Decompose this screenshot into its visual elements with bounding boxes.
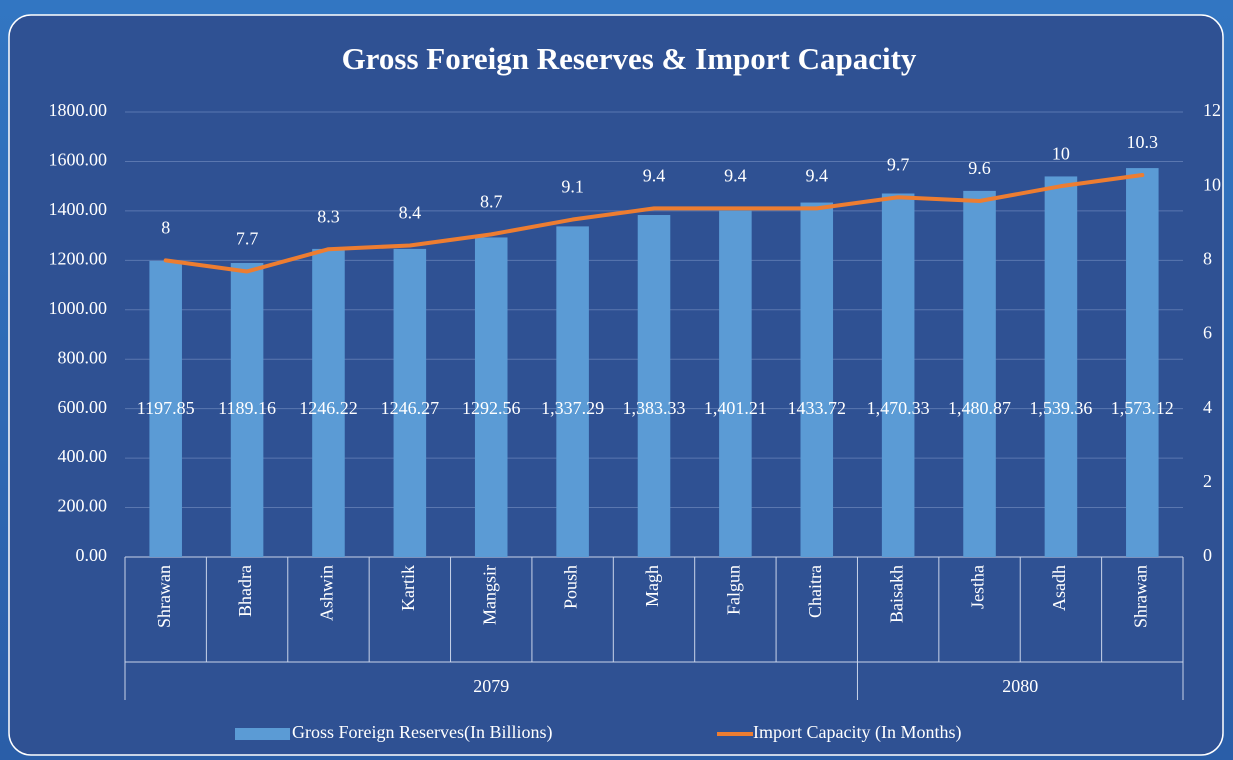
line-value-label: 10.3 bbox=[1127, 132, 1159, 152]
x-tick-label: Asadh bbox=[1049, 565, 1069, 611]
bar-value-label: 1,383.33 bbox=[623, 398, 686, 418]
group-label: 2079 bbox=[473, 676, 509, 696]
y2-tick-label: 0 bbox=[1203, 545, 1212, 565]
bar bbox=[474, 237, 508, 557]
line-value-label: 8 bbox=[161, 217, 170, 237]
legend-label: Import Capacity (In Months) bbox=[753, 722, 961, 743]
bar bbox=[1044, 176, 1078, 557]
y2-tick-label: 12 bbox=[1203, 100, 1221, 120]
line-value-label: 9.1 bbox=[561, 177, 584, 197]
bar bbox=[230, 263, 264, 557]
y-tick-label: 1800.00 bbox=[49, 100, 108, 120]
line-value-label: 8.4 bbox=[399, 203, 422, 223]
bar-value-label: 1292.56 bbox=[462, 398, 521, 418]
y2-tick-label: 8 bbox=[1203, 248, 1212, 268]
bar bbox=[393, 248, 427, 558]
x-tick-label: Chaitra bbox=[805, 565, 825, 618]
line-value-label: 10 bbox=[1052, 143, 1070, 163]
bar bbox=[800, 202, 834, 557]
bar bbox=[719, 210, 752, 557]
x-tick-label: Poush bbox=[561, 565, 581, 609]
x-tick-label: Falgun bbox=[724, 565, 744, 615]
y-tick-label: 400.00 bbox=[58, 446, 108, 466]
line-value-label: 9.4 bbox=[643, 166, 666, 186]
line-value-label: 9.4 bbox=[806, 166, 829, 186]
bar-value-label: 1189.16 bbox=[218, 398, 276, 418]
bar bbox=[556, 226, 589, 557]
bar-value-label: 1,480.87 bbox=[948, 398, 1011, 418]
y2-tick-label: 4 bbox=[1203, 397, 1212, 417]
x-tick-label: Kartik bbox=[398, 565, 418, 611]
line-value-label: 9.7 bbox=[887, 154, 910, 174]
line-value-label: 8.7 bbox=[480, 192, 503, 212]
y-tick-label: 600.00 bbox=[58, 397, 108, 417]
bar-value-label: 1433.72 bbox=[788, 398, 847, 418]
bar bbox=[637, 215, 671, 558]
line bbox=[163, 173, 1145, 274]
y-tick-label: 1600.00 bbox=[49, 150, 108, 170]
bar bbox=[963, 190, 996, 557]
legend-swatch bbox=[235, 728, 290, 740]
bar bbox=[1126, 168, 1159, 557]
bar-value-label: 1,401.21 bbox=[704, 398, 767, 418]
y2-tick-label: 10 bbox=[1203, 174, 1221, 194]
line-value-label: 8.3 bbox=[317, 206, 340, 226]
y-tick-label: 0.00 bbox=[76, 545, 108, 565]
x-tick-label: Baisakh bbox=[886, 565, 906, 623]
bar-value-label: 1246.27 bbox=[381, 398, 440, 418]
bar bbox=[149, 260, 182, 557]
line-value-label: 7.7 bbox=[236, 229, 259, 249]
bar-value-label: 1246.22 bbox=[299, 398, 358, 418]
y-tick-label: 200.00 bbox=[58, 496, 108, 516]
x-tick-label: Shrawan bbox=[1130, 565, 1150, 628]
panel bbox=[8, 14, 1224, 756]
x-tick-label: Mangsir bbox=[479, 565, 499, 625]
x-tick-label: Bhadra bbox=[235, 565, 255, 617]
x-tick-label: Ashwin bbox=[317, 565, 337, 621]
y-tick-label: 800.00 bbox=[58, 347, 108, 367]
y2-tick-label: 2 bbox=[1203, 471, 1212, 491]
line-value-label: 9.6 bbox=[968, 158, 991, 178]
bar bbox=[881, 193, 915, 557]
bar-value-label: 1,539.36 bbox=[1029, 398, 1092, 418]
x-tick-label: Magh bbox=[642, 565, 662, 607]
bar-value-label: 1,337.29 bbox=[541, 398, 604, 418]
bar bbox=[312, 248, 345, 557]
legend-label: Gross Foreign Reserves(In Billions) bbox=[292, 722, 552, 743]
y-tick-label: 1400.00 bbox=[49, 199, 108, 219]
y-tick-label: 1000.00 bbox=[49, 298, 108, 318]
bar-value-label: 1,573.12 bbox=[1111, 398, 1174, 418]
group-label: 2080 bbox=[1002, 676, 1038, 696]
y-tick-label: 1200.00 bbox=[49, 248, 108, 268]
line-value-label: 9.4 bbox=[724, 166, 747, 186]
bar-value-label: 1,470.33 bbox=[867, 398, 930, 418]
x-tick-label: Shrawan bbox=[154, 565, 174, 628]
y2-tick-label: 6 bbox=[1203, 323, 1212, 343]
x-tick-label: Jestha bbox=[968, 565, 988, 609]
bar-value-label: 1197.85 bbox=[137, 398, 195, 418]
chart-title: Gross Foreign Reserves & Import Capacity bbox=[342, 41, 917, 76]
